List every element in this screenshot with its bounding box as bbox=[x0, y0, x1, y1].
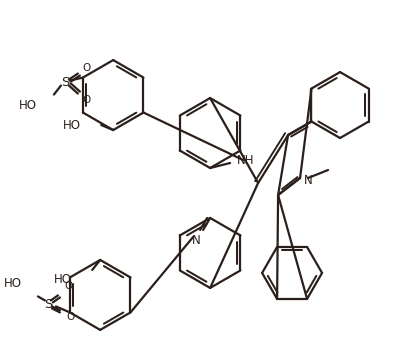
Text: O: O bbox=[65, 281, 73, 291]
Text: S: S bbox=[44, 298, 52, 311]
Text: N: N bbox=[192, 234, 201, 248]
Text: HO: HO bbox=[4, 277, 22, 290]
Text: HO: HO bbox=[19, 99, 37, 112]
Text: HO: HO bbox=[63, 119, 81, 131]
Text: N: N bbox=[304, 174, 312, 187]
Text: O: O bbox=[67, 313, 75, 322]
Text: HO: HO bbox=[54, 273, 72, 286]
Text: O: O bbox=[83, 62, 91, 73]
Text: O: O bbox=[83, 94, 91, 105]
Text: NH: NH bbox=[237, 154, 255, 167]
Text: S: S bbox=[61, 76, 69, 89]
